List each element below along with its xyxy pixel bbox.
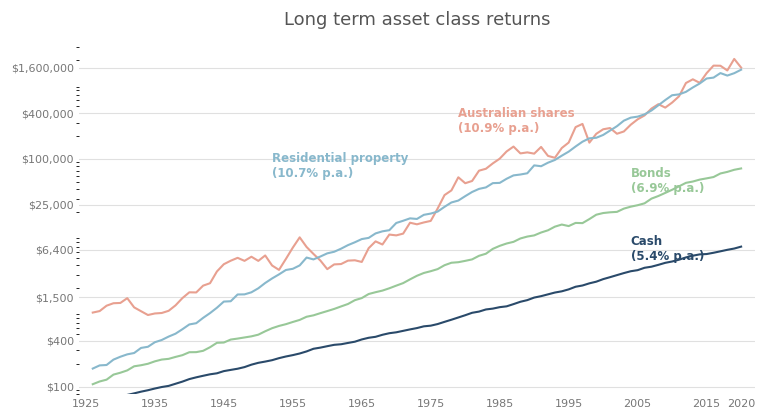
Title: Long term asset class returns: Long term asset class returns xyxy=(283,11,550,29)
Text: Bonds
(6.9% p.a.): Bonds (6.9% p.a.) xyxy=(631,166,704,194)
Text: Australian shares
(10.9% p.a.): Australian shares (10.9% p.a.) xyxy=(458,107,575,135)
Text: Residential property
(10.7% p.a.): Residential property (10.7% p.a.) xyxy=(272,152,409,180)
Text: Cash
(5.4% p.a.): Cash (5.4% p.a.) xyxy=(631,235,704,263)
